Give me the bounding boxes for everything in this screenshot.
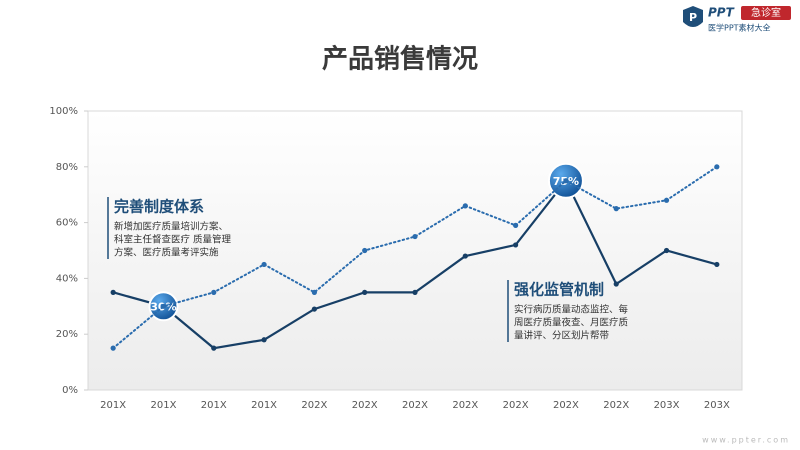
- logo-shield: [683, 6, 703, 27]
- point: [211, 345, 217, 351]
- point: [211, 289, 217, 295]
- point: [311, 306, 317, 312]
- x-tick-label: 201X: [201, 400, 227, 411]
- annotation-text: 科室主任督查医疗 质量管理: [114, 234, 232, 246]
- y-tick-label: 80%: [56, 162, 78, 173]
- footer: www.ppter.com: [702, 436, 790, 445]
- annotation-text: 方案、医疗质量考评实施: [114, 247, 219, 259]
- annotation-text: 新增加医疗质量培训方案、: [114, 221, 228, 233]
- logo-badge-bg: [741, 6, 791, 20]
- annotation-text: 实行病历质量动态监控、每: [514, 304, 629, 316]
- y-tick-label: 40%: [56, 273, 78, 284]
- point: [160, 303, 167, 309]
- x-tick-label: 202X: [503, 400, 529, 411]
- x-tick-label: 202X: [452, 400, 478, 411]
- point: [663, 197, 670, 203]
- plot-area: [87, 110, 743, 391]
- logo: P PPT 急诊室 医学PPT素材大全: [683, 6, 791, 33]
- x-tick-label: 202X: [603, 400, 629, 411]
- y-tick-label: 20%: [56, 329, 78, 340]
- point: [462, 203, 468, 209]
- annotation-text: 周医疗质量夜查、月医疗质: [514, 317, 629, 329]
- y-tick-label: 100%: [49, 106, 78, 117]
- point: [412, 289, 418, 295]
- logo-sub: 医学PPT素材大全: [708, 23, 771, 33]
- y-tick-label: 0%: [62, 385, 78, 396]
- point: [513, 222, 519, 228]
- point: [714, 164, 720, 170]
- logo-badge: 急诊室: [751, 6, 781, 19]
- x-tick-label: 202X: [301, 400, 327, 411]
- point: [613, 206, 619, 212]
- x-tick-label: 202X: [402, 400, 428, 411]
- x-tick-label: 201X: [150, 400, 176, 411]
- point: [513, 242, 519, 248]
- point: [261, 261, 267, 268]
- x-tick-label: 201X: [100, 400, 126, 411]
- annotation-text: 量讲评、分区划片帮带: [514, 330, 610, 342]
- point: [311, 289, 317, 295]
- point: [613, 281, 619, 287]
- point: [462, 253, 468, 259]
- point: [261, 337, 267, 343]
- logo-p: P: [689, 11, 697, 24]
- point: [714, 261, 720, 268]
- point: [563, 178, 569, 184]
- logo-mark: PPT: [708, 6, 735, 20]
- point: [362, 289, 368, 295]
- x-tick-label: 203X: [654, 400, 680, 411]
- chart-title: 产品销售情况: [322, 44, 478, 75]
- x-tick-label: 203X: [704, 400, 730, 411]
- x-tick-label: 201X: [251, 400, 277, 411]
- point: [412, 233, 418, 240]
- x-tick-label: 202X: [553, 400, 579, 411]
- point: [110, 345, 116, 351]
- y-tick-label: 60%: [56, 218, 78, 229]
- point: [663, 247, 670, 254]
- x-tick-label: 202X: [352, 400, 378, 411]
- point: [362, 247, 368, 254]
- point: [110, 289, 116, 295]
- annotation-title: 完善制度体系: [114, 198, 204, 216]
- annotation-title: 强化监管机制: [514, 281, 604, 299]
